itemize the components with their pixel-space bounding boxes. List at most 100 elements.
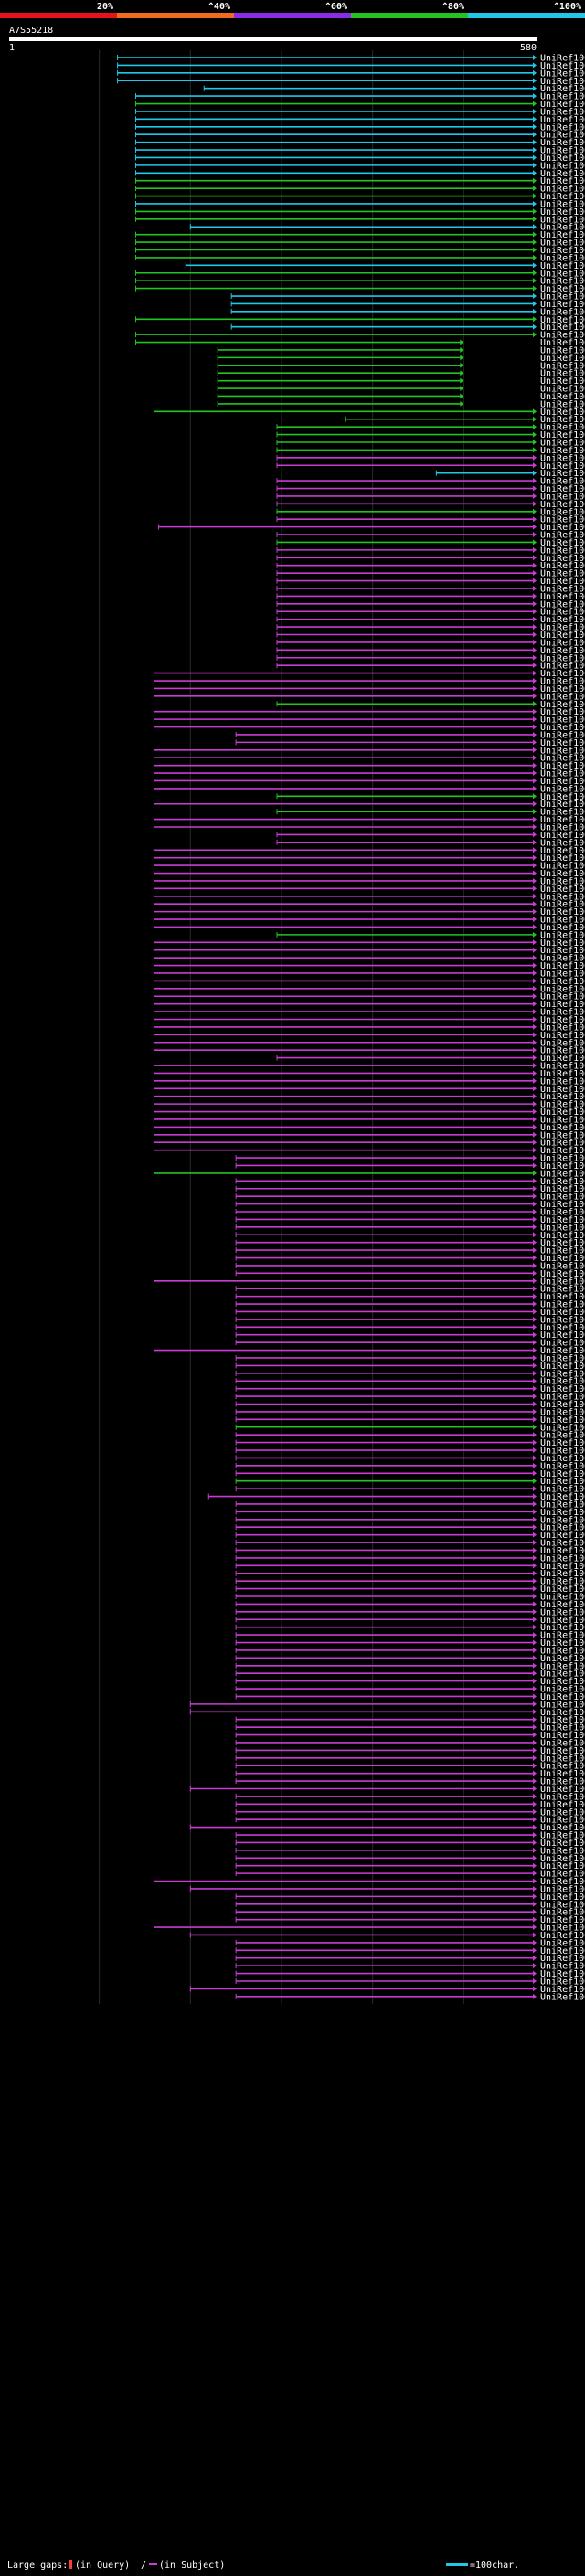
hit-label[interactable]: UniRef100_B8QVG9 xyxy=(540,862,585,872)
hit-label[interactable]: UniRef100_Q6JBN6 xyxy=(540,1315,585,1325)
hit-label[interactable]: UniRef100_C5YAW6 xyxy=(540,122,585,133)
hit-row[interactable]: UniRef100_B8QVM0 xyxy=(235,1393,585,1403)
hit-label[interactable]: UniRef100_Q41SS6 xyxy=(540,1861,585,1871)
hit-row[interactable]: UniRef100_B3VZL3 xyxy=(217,385,585,395)
hit-row[interactable]: UniRef100_Q7S0R9 xyxy=(153,1924,585,1934)
hit-row[interactable]: UniRef100_Q9ZSE7 xyxy=(235,1839,585,1849)
hit-row[interactable]: UniRef100_Q42870 xyxy=(153,692,585,702)
hit-label[interactable]: UniRef100_Q6J003 xyxy=(540,169,585,179)
hit-row[interactable]: UniRef100_Q2XTU1 xyxy=(153,1146,585,1156)
hit-label[interactable]: UniRef100_A8IQW2 xyxy=(540,69,585,79)
hit-label[interactable]: UniRef100_Q6UZ78 xyxy=(540,984,585,994)
hit-label[interactable]: UniRef100_Q8VDF0 xyxy=(540,1139,585,1149)
hit-label[interactable]: UniRef100_C6TIR8 xyxy=(540,107,585,117)
hit-label[interactable]: UniRef100_A3QRB6 xyxy=(540,885,585,895)
hit-row[interactable]: UniRef100_C5YVM4 xyxy=(276,700,585,710)
hit-label[interactable]: UniRef100_Q0P537 xyxy=(540,477,585,487)
hit-row[interactable]: UniRef100_Q41795 xyxy=(153,669,585,679)
hit-label[interactable]: UniRef100_C5Y7W4 xyxy=(540,239,585,249)
hit-label[interactable]: UniRef100_C5YFY1 xyxy=(540,307,585,317)
hit-row[interactable]: UniRef100_Q9FJL8 xyxy=(235,1193,585,1203)
hit-label[interactable]: UniRef100_Q9M7F5 xyxy=(540,646,585,656)
hit-label[interactable]: UniRef100_Q9M7F6 xyxy=(540,638,585,648)
hit-label[interactable]: UniRef100_B8QVF1 xyxy=(540,969,585,979)
hit-label[interactable]: UniRef100_Q42BL7 xyxy=(540,1108,585,1118)
hit-row[interactable]: UniRef100_Q7DM41 xyxy=(235,1523,585,1533)
hit-row[interactable]: UniRef100_Q6JBL9 xyxy=(153,1008,585,1018)
hit-row[interactable]: UniRef100_Q7Y7Q1 xyxy=(135,199,585,209)
hit-row[interactable]: UniRef100_B9MZY9 xyxy=(276,792,585,802)
hit-row[interactable]: UniRef100_Q9SQL3 xyxy=(235,1292,585,1302)
hit-label[interactable]: UniRef100_Q9M7G5 xyxy=(540,546,585,556)
hit-row[interactable]: UniRef100_Q6JBL6 xyxy=(153,677,585,687)
hit-row[interactable]: UniRef100_Q8VMZ9 xyxy=(235,1200,585,1210)
hit-label[interactable]: UniRef100_Q6JBM2 xyxy=(540,907,585,917)
hit-label[interactable]: UniRef100_B3VZJ8 xyxy=(540,376,585,387)
hit-label[interactable]: UniRef100_Q9FRV1 xyxy=(540,1762,585,1772)
hit-row[interactable]: UniRef100_Q6JBN4 xyxy=(235,1323,585,1333)
hit-label[interactable]: UniRef100_C5J5V0 xyxy=(540,1500,585,1510)
hit-label[interactable]: UniRef100_Q9FPM1 xyxy=(540,1069,585,1079)
hit-label[interactable]: UniRef100_Q9M7G7 xyxy=(540,608,585,618)
hit-label[interactable]: UniRef100_Q8W4F2 xyxy=(540,1469,585,1479)
hit-row[interactable]: UniRef100_Q6JBN3 xyxy=(235,1330,585,1341)
hit-row[interactable]: UniRef100_Q9FRV1 xyxy=(235,1762,585,1772)
hit-label[interactable]: UniRef100_A9PJ25 xyxy=(540,1593,585,1603)
hit-row[interactable]: UniRef100_Q9SPU0 xyxy=(235,1715,585,1725)
hit-label[interactable]: UniRef100_B8QVH8 xyxy=(540,761,585,771)
hit-row[interactable]: UniRef100_Q1W6C4 xyxy=(135,277,585,287)
hit-label[interactable]: UniRef100_Q9M769 xyxy=(540,492,585,502)
hit-label[interactable]: UniRef100_A3QRB7 xyxy=(540,876,585,886)
hit-row[interactable]: UniRef100_Q9M7F9 xyxy=(276,1054,585,1064)
hit-row[interactable]: UniRef100_B9RPJ5 xyxy=(135,92,585,102)
hit-label[interactable]: UniRef100_Q9RNA1 xyxy=(540,54,585,64)
hit-label[interactable]: UniRef100_Q6J0O4 xyxy=(540,138,585,148)
hit-row[interactable]: UniRef100_Q6JBM0 xyxy=(153,916,585,926)
hit-label[interactable]: UniRef100_B1B6T0 xyxy=(540,1169,585,1179)
hit-row[interactable]: UniRef100_Q9M7H5 xyxy=(276,838,585,848)
hit-row[interactable]: UniRef100_B1B6T0 xyxy=(153,1169,585,1179)
hit-row[interactable]: UniRef100_B8QVH3 xyxy=(153,1031,585,1041)
hit-label[interactable]: UniRef100_Q4PJV8 xyxy=(540,1215,585,1225)
hit-label[interactable]: UniRef100_A5AT01 xyxy=(540,1969,585,1979)
hit-row[interactable]: UniRef100_Q9AUJ5 xyxy=(153,1076,585,1087)
hit-row[interactable]: UniRef100_Q9FUK3 xyxy=(235,1461,585,1471)
hit-label[interactable]: UniRef100_B8QVH4 xyxy=(540,1023,585,1033)
hit-row[interactable]: UniRef100_Q6UZ78 xyxy=(153,984,585,994)
hit-row[interactable]: UniRef100_B9ZZZ5 xyxy=(276,461,585,472)
hit-row[interactable]: UniRef100_Q9M7H9 xyxy=(276,592,585,602)
hit-row[interactable]: UniRef100_Q9M751 xyxy=(276,623,585,633)
hit-row[interactable]: UniRef100_Q52T78 xyxy=(235,1769,585,1779)
hit-row[interactable]: UniRef100_Q9M7H4 xyxy=(157,523,585,533)
hit-row[interactable]: UniRef100_B3VZJ8 xyxy=(217,376,585,387)
hit-row[interactable]: UniRef100_B3VPX1 xyxy=(135,269,585,279)
hit-row[interactable]: UniRef100_B5U508 xyxy=(230,323,585,333)
hit-row[interactable]: UniRef100_A9TXW2 xyxy=(153,977,585,987)
hit-row[interactable]: UniRef100_C5Y7W4 xyxy=(135,239,585,249)
hit-row[interactable]: UniRef100_B5U509 xyxy=(135,146,585,156)
hit-row[interactable]: UniRef100_C5YQ29 xyxy=(153,846,585,856)
hit-label[interactable]: UniRef100_Q9M9M0 xyxy=(540,1846,585,1856)
hit-label[interactable]: UniRef100_A2Q5J5 xyxy=(540,215,585,225)
hit-row[interactable]: UniRef100_Q9M7G4 xyxy=(276,561,585,571)
hit-label[interactable]: UniRef100_P10979 xyxy=(540,815,585,825)
hit-label[interactable]: UniRef100_Q9M762 xyxy=(540,569,585,579)
hit-label[interactable]: UniRef100_Q61VX8 xyxy=(540,507,585,517)
hit-label[interactable]: UniRef100_Q61VX5 xyxy=(540,1485,585,1495)
hit-label[interactable]: UniRef100_Q9SQ23 xyxy=(540,892,585,902)
hit-label[interactable]: UniRef100_Q9M7M5 xyxy=(540,484,585,494)
hit-row[interactable]: UniRef100_P05777 xyxy=(235,1738,585,1748)
hit-label[interactable]: UniRef100_Q1W6C5 xyxy=(540,1238,585,1248)
hit-row[interactable]: UniRef100_Q9LSP9 xyxy=(135,192,585,202)
hit-row[interactable]: UniRef100_Q6Y0F1 xyxy=(153,1130,585,1140)
hit-label[interactable]: UniRef100_Q9M0V6 xyxy=(540,1685,585,1695)
hit-row[interactable]: UniRef100_Q42BL7 xyxy=(153,1108,585,1118)
hit-label[interactable]: UniRef100_Q7Y7Q1 xyxy=(540,199,585,209)
hit-label[interactable]: UniRef100_Q6JBN1 xyxy=(540,777,585,787)
hit-label[interactable]: UniRef100_Q9SQ47 xyxy=(540,1670,585,1680)
hit-row[interactable]: UniRef100_Q6LEX3 xyxy=(235,738,585,748)
hit-row[interactable]: UniRef100_A9SSI5 xyxy=(276,423,585,433)
hit-row[interactable]: UniRef100_C5Y1M6 xyxy=(135,284,585,294)
hit-label[interactable]: UniRef100_Q5TA84 xyxy=(540,1477,585,1487)
hit-row[interactable]: UniRef100_Q1W6C5 xyxy=(235,1238,585,1248)
